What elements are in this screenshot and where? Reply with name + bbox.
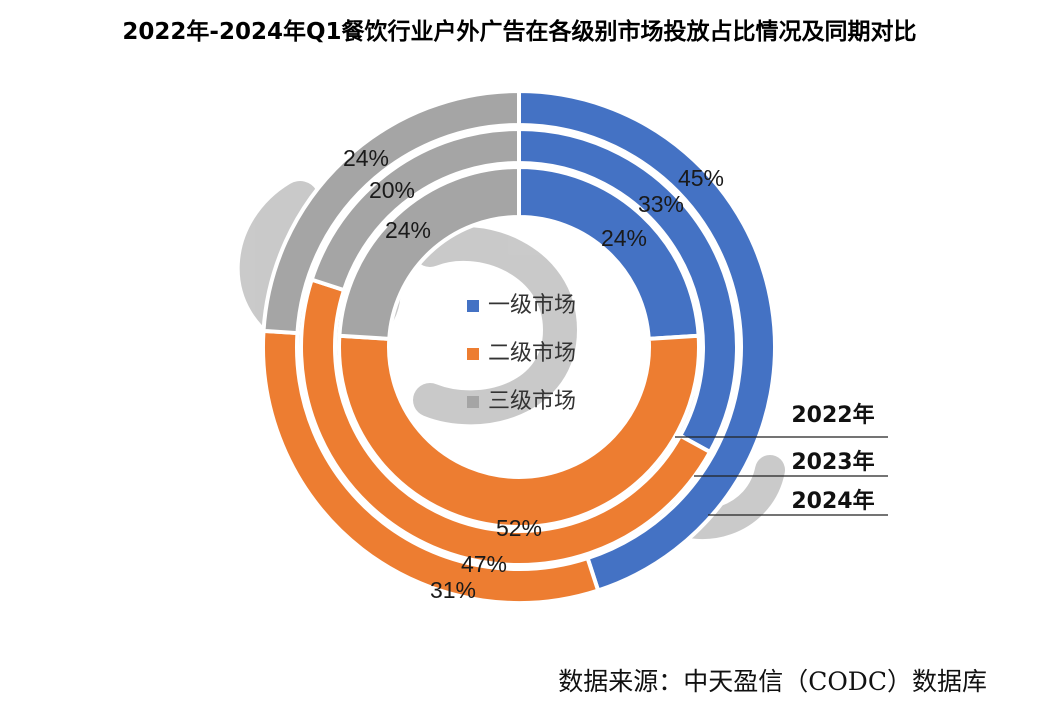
ring-segment-2023年-三级市场 — [309, 126, 521, 293]
legend-swatch-三级市场 — [467, 396, 479, 408]
data-label-2024年-二级市场: 31% — [430, 577, 476, 603]
source-note: 数据来源：中天盈信（CODC）数据库 — [558, 667, 987, 696]
legend-swatch-一级市场 — [467, 300, 479, 312]
data-label-2022年-三级市场: 24% — [385, 217, 431, 243]
ring-segment-2022年-三级市场 — [337, 164, 521, 341]
legend-label-三级市场: 三级市场 — [488, 389, 576, 414]
data-label-2024年-一级市场: 45% — [678, 165, 724, 191]
legend-label-一级市场: 一级市场 — [488, 293, 576, 318]
data-label-2024年-三级市场: 24% — [343, 145, 389, 171]
legend-label-二级市场: 二级市场 — [488, 341, 576, 366]
data-label-2023年-二级市场: 47% — [461, 551, 507, 577]
chart-title: 2022年-2024年Q1餐饮行业户外广告在各级别市场投放占比情况及同期对比 — [122, 19, 917, 45]
data-label-2023年-三级市场: 20% — [369, 177, 415, 203]
ring-name-2022年: 2022年 — [791, 402, 874, 428]
ring-segment-2022年-二级市场 — [337, 333, 701, 529]
data-label-2022年-一级市场: 24% — [601, 225, 647, 251]
legend-swatch-二级市场 — [467, 348, 479, 360]
ring-name-2024年: 2024年 — [791, 488, 874, 514]
data-label-2023年-一级市场: 33% — [638, 191, 684, 217]
data-label-2022年-二级市场: 52% — [496, 515, 542, 541]
ring-name-2023年: 2023年 — [791, 449, 874, 475]
ring-segment-2024年-三级市场 — [261, 88, 521, 336]
